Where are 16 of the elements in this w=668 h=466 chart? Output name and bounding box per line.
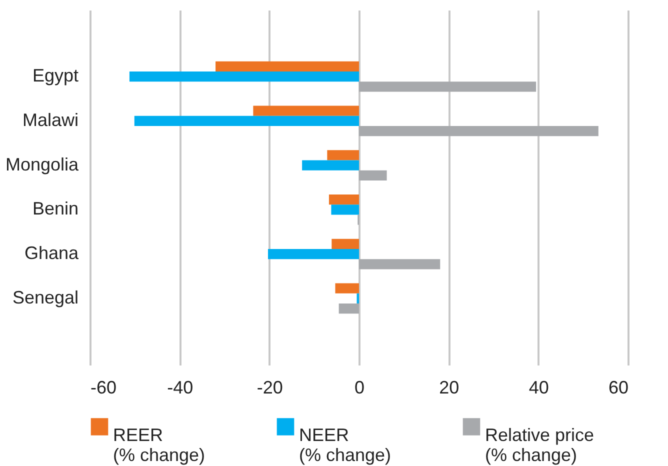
x-tick-label: 0	[354, 378, 365, 398]
x-tick-label: 60	[608, 378, 628, 398]
y-tick-label: Malawi	[22, 110, 78, 130]
y-tick-label: Ghana	[24, 243, 80, 264]
y-tick-label: Senegal	[12, 287, 78, 308]
y-tick-label: Mongolia	[5, 154, 80, 174]
y-tick-label: Benin	[32, 198, 78, 219]
x-tick-label: -20	[256, 378, 283, 398]
x-tick-label: 20	[439, 378, 460, 398]
legend-label: Relative price (% change)	[485, 424, 594, 465]
x-tick-label: 40	[528, 378, 549, 398]
y-tick-label: Egypt	[32, 66, 78, 86]
x-tick-label: -40	[167, 378, 194, 398]
legend-label: REER (% change)	[113, 424, 206, 465]
legend-label: NEER (% change)	[299, 424, 392, 465]
x-tick-label: -60	[90, 378, 117, 398]
